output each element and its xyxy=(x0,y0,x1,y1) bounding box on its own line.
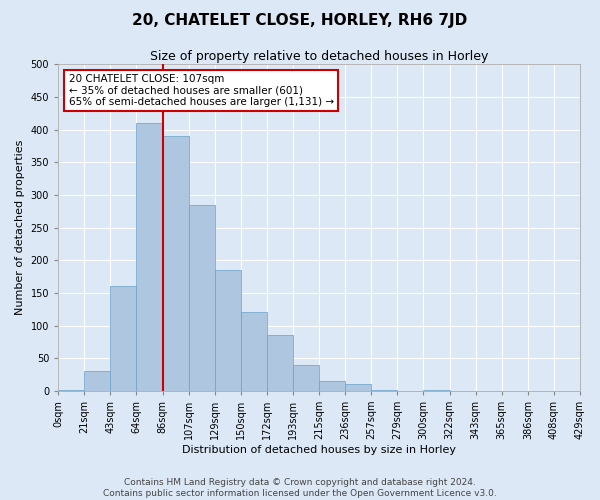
Y-axis label: Number of detached properties: Number of detached properties xyxy=(15,140,25,315)
Bar xyxy=(241,312,267,391)
Text: 20 CHATELET CLOSE: 107sqm
← 35% of detached houses are smaller (601)
65% of semi: 20 CHATELET CLOSE: 107sqm ← 35% of detac… xyxy=(68,74,334,107)
Bar xyxy=(136,123,163,391)
Text: Contains HM Land Registry data © Crown copyright and database right 2024.
Contai: Contains HM Land Registry data © Crown c… xyxy=(103,478,497,498)
Bar xyxy=(215,270,241,391)
Bar xyxy=(267,336,293,391)
Title: Size of property relative to detached houses in Horley: Size of property relative to detached ho… xyxy=(150,50,488,63)
Bar xyxy=(424,390,449,391)
Bar xyxy=(371,390,397,391)
Bar xyxy=(345,384,371,391)
Bar xyxy=(110,286,136,391)
Bar xyxy=(163,136,188,391)
X-axis label: Distribution of detached houses by size in Horley: Distribution of detached houses by size … xyxy=(182,445,456,455)
Bar xyxy=(293,365,319,391)
Bar xyxy=(188,204,215,391)
Bar xyxy=(84,372,110,391)
Bar xyxy=(319,381,345,391)
Text: 20, CHATELET CLOSE, HORLEY, RH6 7JD: 20, CHATELET CLOSE, HORLEY, RH6 7JD xyxy=(133,12,467,28)
Bar xyxy=(58,390,84,391)
